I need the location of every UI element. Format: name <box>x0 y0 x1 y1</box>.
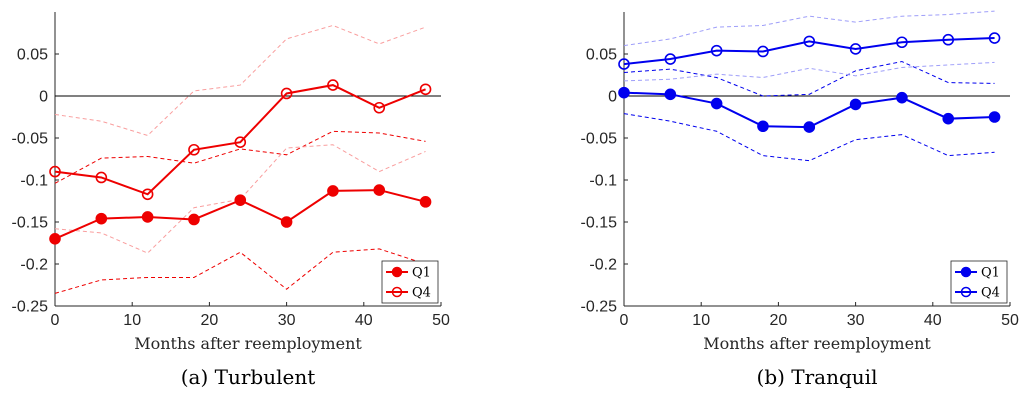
series-q1-lower-bound <box>54 248 426 294</box>
series-q4-point <box>49 165 61 178</box>
legend-swatch-marker <box>391 286 403 298</box>
x-axis-label: Months after reemployment <box>134 334 362 353</box>
series-q4-point <box>849 43 862 55</box>
legend-box <box>381 260 439 304</box>
series-q4-point <box>419 83 432 96</box>
panel-caption: (a) Turbulent <box>181 365 316 389</box>
series-q1-point <box>373 184 386 196</box>
y-tick-label: 0.05 <box>586 47 617 64</box>
series-q4-point <box>327 79 339 91</box>
series-q1-point <box>664 88 677 101</box>
series-q4-point <box>95 171 108 184</box>
series-q4-lower-bound <box>623 61 995 82</box>
series-q1-point <box>757 120 769 133</box>
x-tick-label: 50 <box>432 312 450 329</box>
series-q1-upper-bound <box>54 130 426 184</box>
legend-swatch-marker <box>960 286 972 298</box>
y-tick-label: 0 <box>39 89 48 106</box>
legend-label-q1: Q1 <box>981 266 1000 281</box>
series-q1-point <box>710 97 723 110</box>
series-q1-lower-bound <box>623 113 995 162</box>
y-tick-label: -0.05 <box>12 131 49 148</box>
legend-swatch-marker <box>391 266 403 278</box>
x-tick-label: 10 <box>123 312 141 329</box>
x-tick-label: 20 <box>201 312 219 329</box>
series-q1-point <box>849 98 862 111</box>
x-tick-label: 30 <box>847 312 865 329</box>
series-q4-point <box>988 32 1001 44</box>
x-tick-label: 40 <box>355 312 373 329</box>
series-q4-point <box>234 136 247 148</box>
series-q4-point <box>373 101 386 114</box>
series-q1-point <box>234 194 247 206</box>
series-q1-point <box>49 233 61 245</box>
legend-swatch-marker <box>960 266 972 278</box>
legend-label-q4: Q4 <box>412 286 431 301</box>
series-q4-point <box>803 35 816 48</box>
series-q1-point <box>141 211 154 223</box>
x-tick-label: 0 <box>51 312 60 329</box>
y-tick-label: 0.05 <box>17 47 48 64</box>
x-tick-label: 30 <box>278 312 296 329</box>
x-axis-label: Months after reemployment <box>703 334 931 353</box>
x-tick-label: 20 <box>770 312 788 329</box>
series-q4-point <box>188 143 200 156</box>
series-q4-line <box>54 84 426 196</box>
y-tick-label: -0.2 <box>589 257 617 274</box>
series-q1-point <box>419 196 432 208</box>
series-q1-point <box>327 185 339 197</box>
series-q4-point <box>896 36 908 49</box>
series-q4-point <box>757 45 769 58</box>
series-q4-line <box>623 37 995 66</box>
y-tick-label: -0.15 <box>12 215 49 232</box>
series-q1-point <box>803 121 816 133</box>
y-tick-label: -0.1 <box>20 173 48 190</box>
series-q1-point <box>988 111 1001 123</box>
series-q1-point <box>95 212 108 225</box>
series-q1-upper-bound <box>623 61 995 97</box>
series-q4-point <box>141 188 154 201</box>
series-q4-point <box>664 53 677 65</box>
y-tick-label: -0.25 <box>12 299 49 316</box>
y-tick-label: 0 <box>608 89 617 106</box>
series-q4-point <box>618 58 630 70</box>
series-q4-point <box>710 44 723 57</box>
series-q4-lower-bound <box>54 144 426 254</box>
x-tick-label: 10 <box>692 312 710 329</box>
y-tick-label: -0.2 <box>20 257 48 274</box>
legend-label-q4: Q4 <box>981 286 1000 301</box>
legend-label-q1: Q1 <box>412 266 431 281</box>
x-tick-label: 40 <box>924 312 942 329</box>
series-q4-point <box>280 87 293 100</box>
series-q1-point <box>188 213 200 226</box>
series-q4-upper-bound <box>54 24 426 137</box>
panel-turbulent: 0 10 20 30 40 50 -0.25 -0.2 -0.15 -0.1 -0.05 0 0.05 Q… <box>12 12 450 389</box>
series-q4-point <box>942 33 955 46</box>
series-q1-point <box>896 91 908 104</box>
y-tick-label: -0.05 <box>581 131 618 148</box>
series-q1-point <box>618 86 630 99</box>
series-q1-point <box>942 112 955 125</box>
y-tick-label: -0.1 <box>589 173 617 190</box>
y-tick-label: -0.15 <box>581 215 618 232</box>
x-tick-label: 0 <box>620 312 629 329</box>
panel-caption: (b) Tranquil <box>757 365 878 389</box>
panel-tranquil: 0 10 20 30 40 50 -0.25 -0.2 -0.15 -0.1 -0.05 0 0.05 Q… <box>581 10 1019 389</box>
x-tick-label: 50 <box>1001 312 1019 329</box>
legend-box <box>950 260 1008 304</box>
series-q1-point <box>280 216 293 228</box>
y-tick-label: -0.25 <box>581 299 618 316</box>
